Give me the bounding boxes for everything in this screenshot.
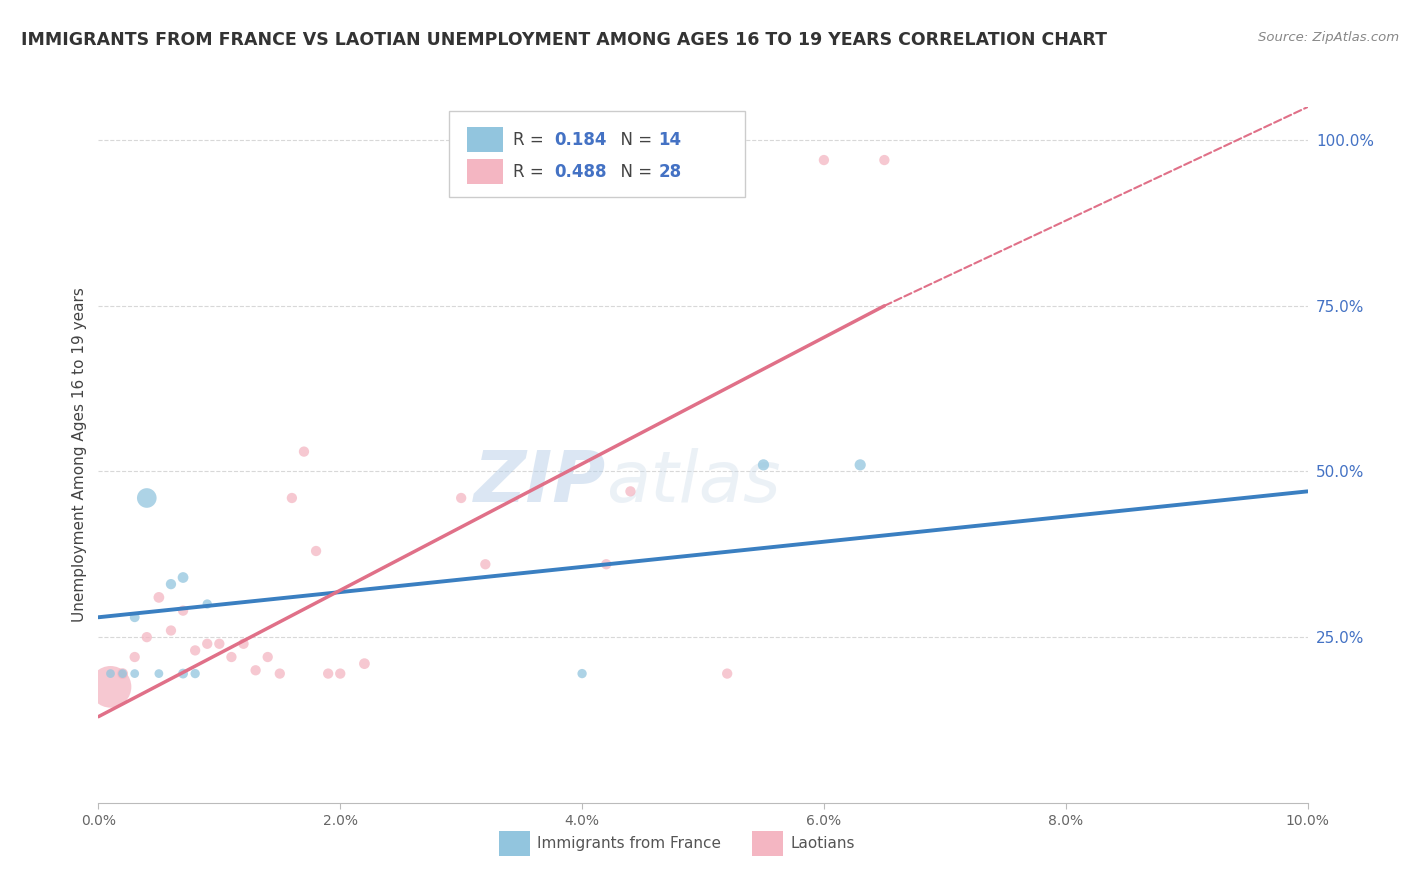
- FancyBboxPatch shape: [467, 127, 503, 153]
- Point: [135, 630, 157, 644]
- FancyBboxPatch shape: [467, 159, 503, 184]
- Point: [849, 458, 872, 472]
- Point: [292, 444, 315, 458]
- Point: [124, 650, 146, 665]
- Point: [135, 491, 157, 505]
- Point: [571, 666, 593, 681]
- Text: Immigrants from France: Immigrants from France: [537, 837, 721, 851]
- Point: [111, 666, 134, 681]
- Text: R =: R =: [513, 162, 550, 180]
- Text: 0.488: 0.488: [554, 162, 607, 180]
- Point: [716, 666, 738, 681]
- Text: atlas: atlas: [606, 449, 780, 517]
- Point: [111, 666, 134, 681]
- Point: [100, 666, 122, 681]
- Point: [100, 680, 122, 694]
- Point: [474, 558, 496, 572]
- Point: [232, 637, 254, 651]
- Point: [353, 657, 375, 671]
- Point: [148, 591, 170, 605]
- Point: [160, 577, 183, 591]
- Point: [184, 666, 207, 681]
- Point: [124, 610, 146, 624]
- Point: [195, 597, 218, 611]
- Point: [752, 458, 775, 472]
- Point: [329, 666, 352, 681]
- Point: [281, 491, 304, 505]
- Text: N =: N =: [610, 130, 657, 149]
- Text: 14: 14: [658, 130, 682, 149]
- Y-axis label: Unemployment Among Ages 16 to 19 years: Unemployment Among Ages 16 to 19 years: [72, 287, 87, 623]
- Point: [160, 624, 183, 638]
- Point: [316, 666, 339, 681]
- FancyBboxPatch shape: [449, 111, 745, 197]
- Point: [148, 666, 170, 681]
- Point: [124, 666, 146, 681]
- Point: [256, 650, 278, 665]
- Text: IMMIGRANTS FROM FRANCE VS LAOTIAN UNEMPLOYMENT AMONG AGES 16 TO 19 YEARS CORRELA: IMMIGRANTS FROM FRANCE VS LAOTIAN UNEMPL…: [21, 31, 1107, 49]
- Point: [221, 650, 243, 665]
- Text: 0.184: 0.184: [554, 130, 607, 149]
- Point: [172, 604, 194, 618]
- Point: [619, 484, 641, 499]
- Text: 28: 28: [658, 162, 682, 180]
- Text: ZIP: ZIP: [474, 449, 606, 517]
- Point: [172, 666, 194, 681]
- Point: [172, 570, 194, 584]
- Point: [245, 663, 267, 677]
- Point: [813, 153, 835, 167]
- Point: [450, 491, 472, 505]
- Point: [269, 666, 291, 681]
- Point: [195, 637, 218, 651]
- Text: N =: N =: [610, 162, 657, 180]
- Point: [595, 558, 617, 572]
- Point: [305, 544, 328, 558]
- Text: R =: R =: [513, 130, 550, 149]
- Point: [873, 153, 896, 167]
- Text: Laotians: Laotians: [790, 837, 855, 851]
- Text: Source: ZipAtlas.com: Source: ZipAtlas.com: [1258, 31, 1399, 45]
- Point: [208, 637, 231, 651]
- Point: [184, 643, 207, 657]
